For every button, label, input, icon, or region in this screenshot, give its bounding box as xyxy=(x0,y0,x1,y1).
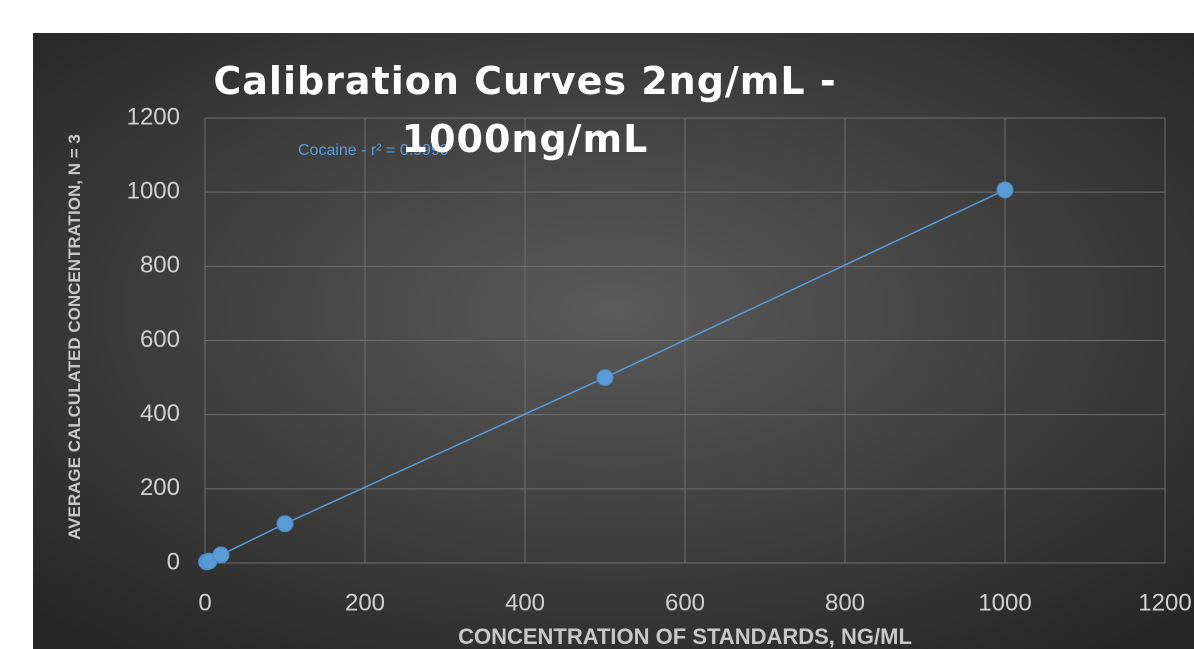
data-point xyxy=(276,515,294,533)
y-tick-label: 600 xyxy=(140,326,180,353)
x-tick-label: 1200 xyxy=(1138,589,1191,616)
y-tick-label: 400 xyxy=(140,400,180,427)
x-tick-label: 800 xyxy=(825,589,865,616)
x-tick-label: 1000 xyxy=(978,589,1031,616)
y-tick-label: 800 xyxy=(140,252,180,279)
y-tick-label: 1000 xyxy=(127,178,180,205)
x-tick-label: 400 xyxy=(505,589,545,616)
data-point xyxy=(596,369,614,387)
y-axis-label: AVERAGE CALCULATED CONCENTRATION, N = 3 xyxy=(65,134,84,540)
x-tick-label: 0 xyxy=(198,589,211,616)
annotation: Cocaine - r² = 0.9999 xyxy=(298,142,449,159)
y-tick-label: 200 xyxy=(140,474,180,501)
chart-title: Calibration Curves 2ng/mL - 1000ng/mL xyxy=(213,59,837,161)
data-point xyxy=(996,181,1014,199)
y-tick-label: 0 xyxy=(167,548,180,575)
x-tick-label: 200 xyxy=(345,589,385,616)
y-tick-label: 1200 xyxy=(127,103,180,130)
x-axis-label: CONCENTRATION OF STANDARDS, NG/ML xyxy=(458,624,912,649)
data-point xyxy=(212,546,230,564)
x-tick-label: 600 xyxy=(665,589,705,616)
